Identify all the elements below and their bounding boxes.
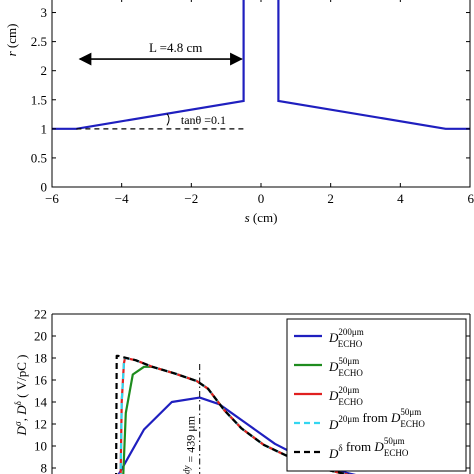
bottom-y-ticks: 8 10 12 14 16 18 20 22 [34, 307, 470, 474]
legend: D200μm ECHO D50μm ECHO D20μm ECHO D20μm fro… [286, 318, 467, 472]
top-series-line-1 [277, 0, 470, 130]
top-axes-frame [51, 0, 471, 188]
legend-label: D20μm ECHO [328, 385, 363, 407]
top-x-tick-label: −4 [115, 191, 129, 206]
bottom-y-tick-label: 20 [34, 329, 47, 344]
top-y-axis-label: r (cm) [4, 24, 19, 57]
top-x-tick-label: 0 [258, 191, 265, 206]
vline-label: dy = 439 μm [182, 415, 198, 474]
bottom-chart: 8 10 12 14 16 18 20 22 dy = 439 μm Dσ, Dδ ( V/p… [13, 307, 471, 474]
bottom-y-tick-label: 22 [34, 307, 47, 322]
bottom-y-tick-label: 16 [34, 373, 48, 388]
top-x-tick-label: −2 [184, 191, 198, 206]
bottom-axes-frame [51, 313, 471, 474]
top-y-tick-label: 2.5 [31, 34, 47, 49]
legend-item: D20μm ECHO [294, 385, 363, 407]
bottom-y-tick-label: 18 [34, 351, 47, 366]
legend-label: D200μm ECHO [328, 327, 364, 349]
top-y-tick-label: 2 [41, 63, 48, 78]
top-y-tick-label: 1.5 [31, 92, 47, 107]
top-x-tick-label: 6 [468, 191, 474, 206]
bottom-vline-marker: dy = 439 μm [182, 364, 201, 474]
top-y-tick-label: 0.5 [31, 150, 47, 165]
top-x-tick-label: −6 [45, 191, 59, 206]
legend-item: Dδ from D50μm ECHO [294, 436, 409, 461]
angle-label: tanθ =0.1 [181, 113, 226, 127]
top-chart: L =4.8 cm tanθ =0.1 −6 −4 −2 0 2 4 6 0 0.5 1 1.5 2 2… [4, 0, 474, 225]
bottom-y-axis-label: Dσ, Dδ ( V/pC ) [13, 355, 29, 437]
top-x-ticks: −6 −4 −2 0 2 4 6 [45, 0, 474, 206]
length-label: L =4.8 cm [149, 40, 202, 55]
legend-item: D200μm ECHO [294, 327, 364, 349]
top-x-axis-label: s (cm) [245, 210, 278, 225]
top-series-line-0 [52, 0, 245, 130]
legend-item: D20μm from D50μm ECHO [294, 407, 425, 432]
top-x-tick-label: 4 [397, 191, 404, 206]
legend-label: D20μm from D50μm ECHO [328, 407, 425, 432]
bottom-y-tick-label: 10 [34, 439, 47, 454]
bottom-y-tick-label: 12 [34, 417, 47, 432]
top-x-tick-label: 2 [327, 191, 334, 206]
angle-arc [166, 113, 170, 126]
top-y-ticks: 0 0.5 1 1.5 2 2.5 3 [31, 5, 470, 195]
legend-label: Dδ from D50μm ECHO [328, 436, 409, 461]
top-plot-lines [52, 0, 470, 130]
top-y-tick-label: 3 [41, 5, 48, 20]
legend-item: D50μm ECHO [294, 356, 363, 378]
top-y-tick-label: 1 [41, 121, 48, 136]
top-y-tick-label: 0 [41, 180, 48, 195]
legend-label: D50μm ECHO [328, 356, 363, 378]
top-annotations: L =4.8 cm tanθ =0.1 [76, 40, 244, 130]
bottom-y-tick-label: 14 [34, 395, 48, 410]
bottom-y-tick-label: 8 [41, 461, 48, 474]
